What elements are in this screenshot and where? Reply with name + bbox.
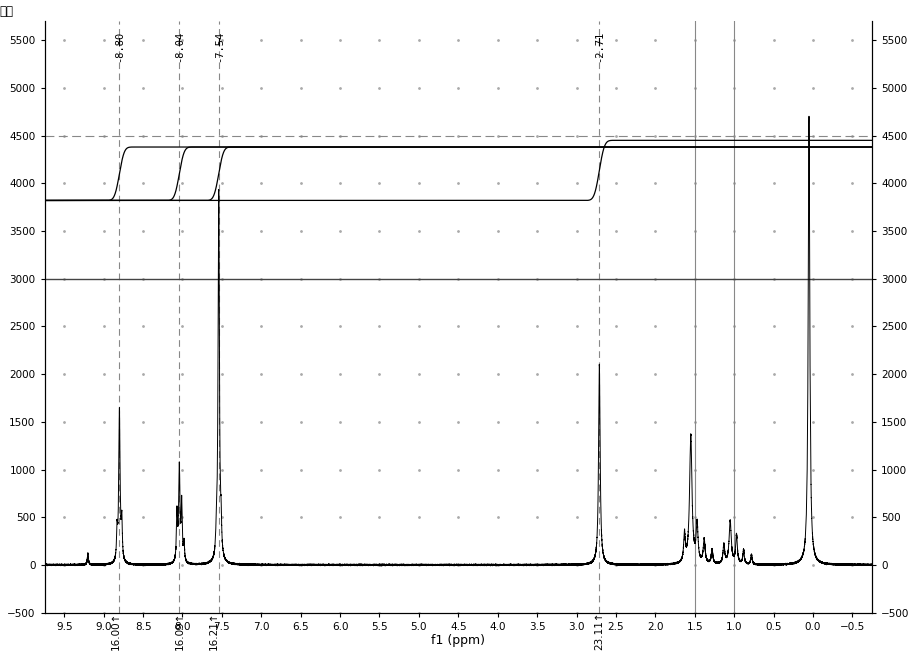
Text: 積分: 積分: [0, 5, 13, 18]
Text: 16.21↑: 16.21↑: [209, 611, 219, 650]
Text: 23.11↑: 23.11↑: [595, 611, 605, 650]
Text: 16.09↑: 16.09↑: [175, 611, 184, 650]
Text: -8.04: -8.04: [175, 31, 184, 62]
Text: -2.71: -2.71: [595, 31, 605, 62]
Text: -7.54: -7.54: [214, 31, 224, 62]
X-axis label: f1 (ppm): f1 (ppm): [431, 634, 485, 647]
Text: 16.00↑: 16.00↑: [111, 611, 121, 650]
Text: -8.80: -8.80: [114, 31, 124, 62]
